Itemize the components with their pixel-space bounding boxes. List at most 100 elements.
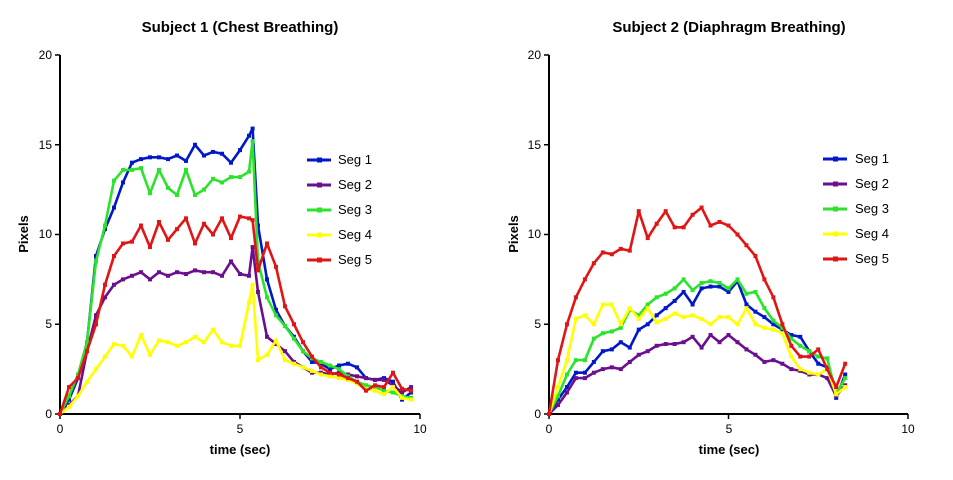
legend-label-seg-1: Seg 1 [855,151,889,166]
data-point [274,313,278,318]
data-point [382,385,386,390]
data-point [708,333,713,338]
data-point [591,261,596,266]
legend-label-seg-2: Seg 2 [338,177,372,192]
data-point [211,176,215,181]
y-tick-label: 10 [528,227,542,241]
data-point [690,334,695,339]
data-point [735,232,740,237]
legend: Seg 1 Seg 2 Seg 3 Seg 4 Seg 5 [307,152,372,267]
legend-label-seg-3: Seg 3 [338,202,372,217]
data-point [211,270,215,275]
data-point [564,322,569,327]
y-tick-label: 0 [534,407,541,421]
y-tick-label: 5 [534,317,541,331]
series-seg-4 [547,302,848,416]
data-point [735,340,740,345]
data-point [798,367,803,372]
legend-marker-seg-1 [317,157,322,163]
data-point [807,370,812,375]
series-line-seg-2 [59,245,412,415]
data-point [609,347,614,352]
data-point [247,273,251,278]
data-point [573,376,578,381]
data-point [184,216,188,221]
data-point [319,365,323,370]
data-point [229,160,233,165]
legend-marker-seg-4 [317,232,322,238]
data-point [166,237,170,242]
series-seg-5 [547,205,848,416]
data-point [211,232,215,237]
data-point [283,358,287,363]
data-point [265,277,269,282]
data-point [139,157,143,162]
series-line-seg-1 [58,127,412,415]
data-point [238,271,242,276]
data-point [843,385,848,390]
data-point [816,361,821,366]
legend-marker-seg-3 [317,207,322,213]
data-point [798,354,803,359]
data-point [789,354,794,359]
x-tick-label: 10 [901,422,915,436]
data-point [663,316,668,321]
data-point [220,340,224,345]
data-point [672,341,677,346]
data-point [337,363,341,368]
data-point [699,280,704,285]
data-point [762,315,767,320]
data-point [256,268,260,273]
data-point [391,370,395,375]
series-seg-4 [58,282,413,416]
data-point [726,333,731,338]
data-point [67,385,71,390]
data-point [121,343,125,348]
data-point [807,349,812,354]
data-point [555,397,560,402]
data-point [645,349,650,354]
data-point [229,259,233,264]
data-point [726,289,731,294]
data-point [573,370,578,375]
data-point [708,223,713,228]
data-point [753,309,758,314]
data-point [166,157,170,162]
data-point [600,331,605,336]
data-point [717,284,722,289]
data-point [609,329,614,334]
data-point [382,377,386,382]
data-point [681,340,686,345]
y-tick-label: 5 [45,317,52,331]
axis-ticks [544,54,909,419]
data-point [771,322,776,327]
data-point [834,392,839,397]
data-point [373,383,377,388]
data-point [148,245,152,250]
data-point [292,336,296,341]
data-point [600,250,605,255]
chart-title: Subject 1 (Chest Breathing) [142,19,339,36]
data-point [292,361,296,366]
data-point [103,223,107,228]
data-point [789,336,794,341]
data-point [175,270,179,275]
data-point [663,209,668,214]
data-point [825,376,830,381]
data-point [250,218,255,223]
data-point [555,394,560,399]
data-point [391,379,395,384]
data-point [564,358,569,363]
data-point [211,149,215,154]
data-point [400,386,404,391]
data-point [112,282,116,287]
data-point [636,209,641,214]
data-point [85,340,89,345]
data-point [85,349,89,354]
data-point [121,277,125,282]
y-tick-label: 15 [528,138,542,152]
data-point [166,185,170,190]
data-point [663,291,668,296]
legend-label-seg-5: Seg 5 [338,252,372,267]
data-point [798,334,803,339]
